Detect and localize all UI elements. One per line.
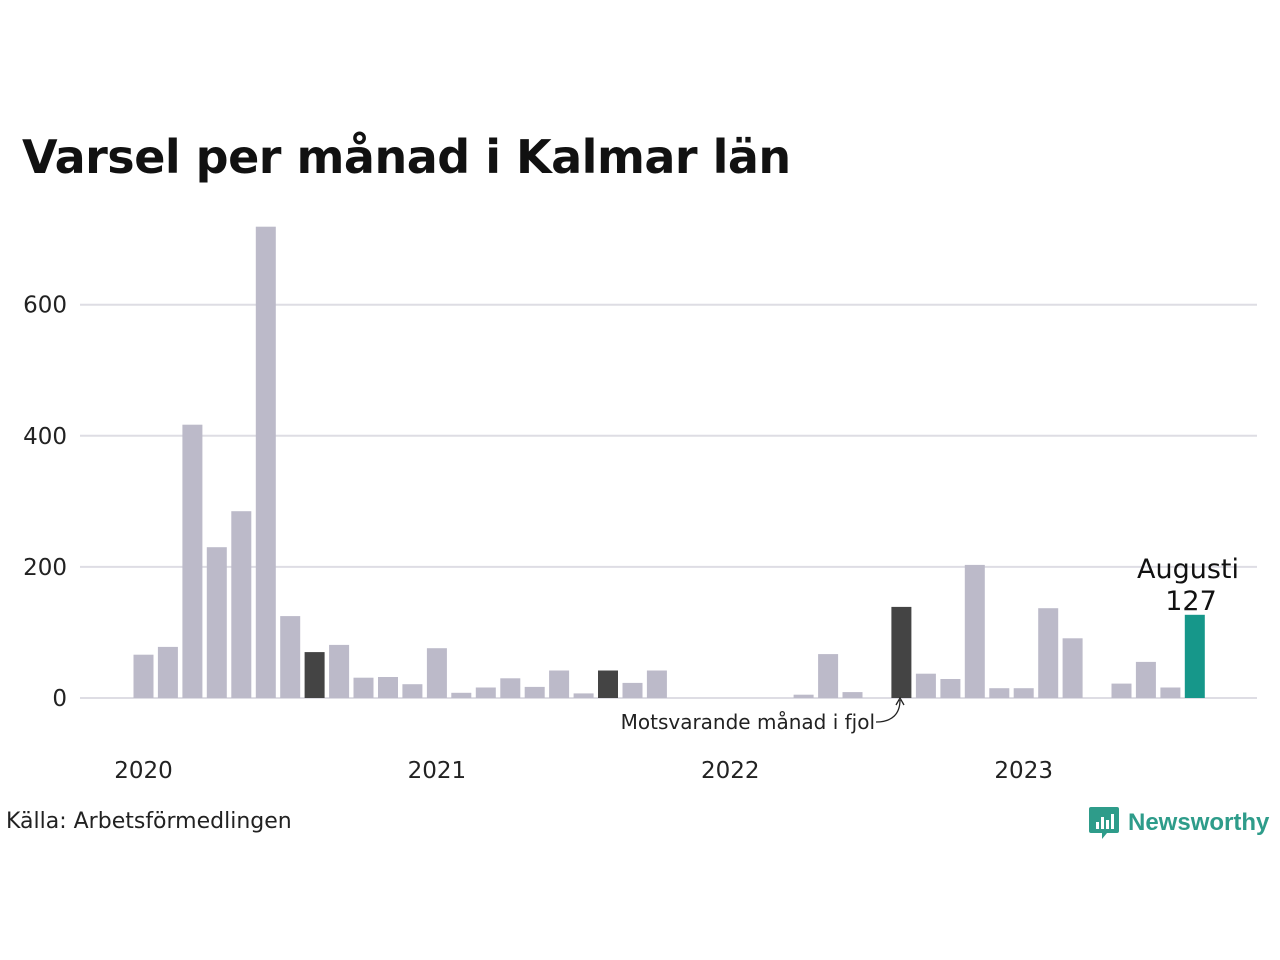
- bar-2023-01: [1013, 688, 1034, 698]
- bar-2023-08: [1184, 614, 1205, 698]
- logo-text: Newsworthy: [1128, 809, 1270, 836]
- highlight-month-label: Augusti: [1137, 554, 1239, 585]
- bar-2020-03: [182, 424, 203, 698]
- bar-2023-06: [1135, 661, 1156, 698]
- bar-2021-10: [646, 670, 667, 698]
- newsworthy-logo: Newsworthy: [1088, 803, 1269, 843]
- x-tick-label-2022: 2022: [701, 758, 760, 784]
- source-label: Källa: Arbetsförmedlingen: [6, 809, 292, 834]
- bar-2022-04: [793, 694, 814, 698]
- bar-2023-05: [1111, 683, 1132, 698]
- annotation-arrow: [875, 699, 901, 723]
- bar-2020-11: [378, 677, 398, 698]
- bar-2020-12: [402, 684, 423, 698]
- bar-2020-07: [280, 616, 301, 698]
- annotation-arrowhead: [895, 696, 905, 706]
- chart-bubble-icon: [1089, 807, 1119, 839]
- bar-2021-07: [573, 693, 594, 698]
- bar-2020-06: [255, 226, 276, 698]
- x-tick-label-2021: 2021: [408, 758, 467, 784]
- bar-2022-05: [818, 654, 839, 698]
- bar-2022-08: [891, 606, 912, 698]
- bars: [133, 226, 1205, 698]
- bar-2021-04: [500, 678, 521, 698]
- bar-2021-08: [598, 670, 618, 698]
- annotation-label: Motsvarande månad i fjol: [621, 710, 875, 734]
- chart-title: Varsel per månad i Kalmar län: [22, 130, 791, 184]
- y-tick-label-600: 600: [23, 293, 67, 319]
- bar-2021-03: [475, 687, 496, 698]
- bar-2020-02: [157, 646, 178, 698]
- bar-2020-01: [133, 654, 154, 698]
- highlight-value-label: 127: [1165, 586, 1217, 617]
- bar-2022-09: [915, 673, 936, 698]
- x-tick-label-2020: 2020: [114, 758, 173, 784]
- bar-2020-10: [353, 677, 374, 698]
- x-axis: 2020 2021 2022 2023: [114, 758, 1053, 784]
- y-tick-label-200: 200: [23, 555, 67, 581]
- bar-2022-11: [964, 564, 985, 698]
- bar-2021-05: [524, 686, 545, 698]
- bar-2023-02: [1038, 608, 1059, 698]
- bar-2023-07: [1160, 687, 1181, 698]
- gridlines: [80, 303, 1257, 699]
- bar-2020-05: [231, 511, 252, 698]
- bar-2020-04: [206, 547, 227, 698]
- bar-2023-03: [1062, 638, 1083, 698]
- bar-2021-01: [426, 648, 447, 698]
- bar-2020-09: [329, 644, 350, 698]
- x-tick-label-2023: 2023: [994, 758, 1053, 784]
- y-tick-label-400: 400: [23, 424, 67, 450]
- bar-2021-02: [451, 692, 472, 698]
- bar-2022-12: [989, 688, 1010, 698]
- highlight-label: Augusti 127: [1137, 554, 1239, 617]
- bar-2020-08: [304, 652, 325, 698]
- bar-2021-06: [549, 670, 570, 698]
- comparison-annotation: Motsvarande månad i fjol: [621, 696, 905, 734]
- bar-2022-06: [842, 692, 863, 698]
- bar-2022-10: [940, 679, 961, 698]
- bar-2021-09: [622, 682, 643, 698]
- y-axis: 0 200 400 600: [23, 293, 67, 712]
- y-tick-label-0: 0: [52, 686, 67, 712]
